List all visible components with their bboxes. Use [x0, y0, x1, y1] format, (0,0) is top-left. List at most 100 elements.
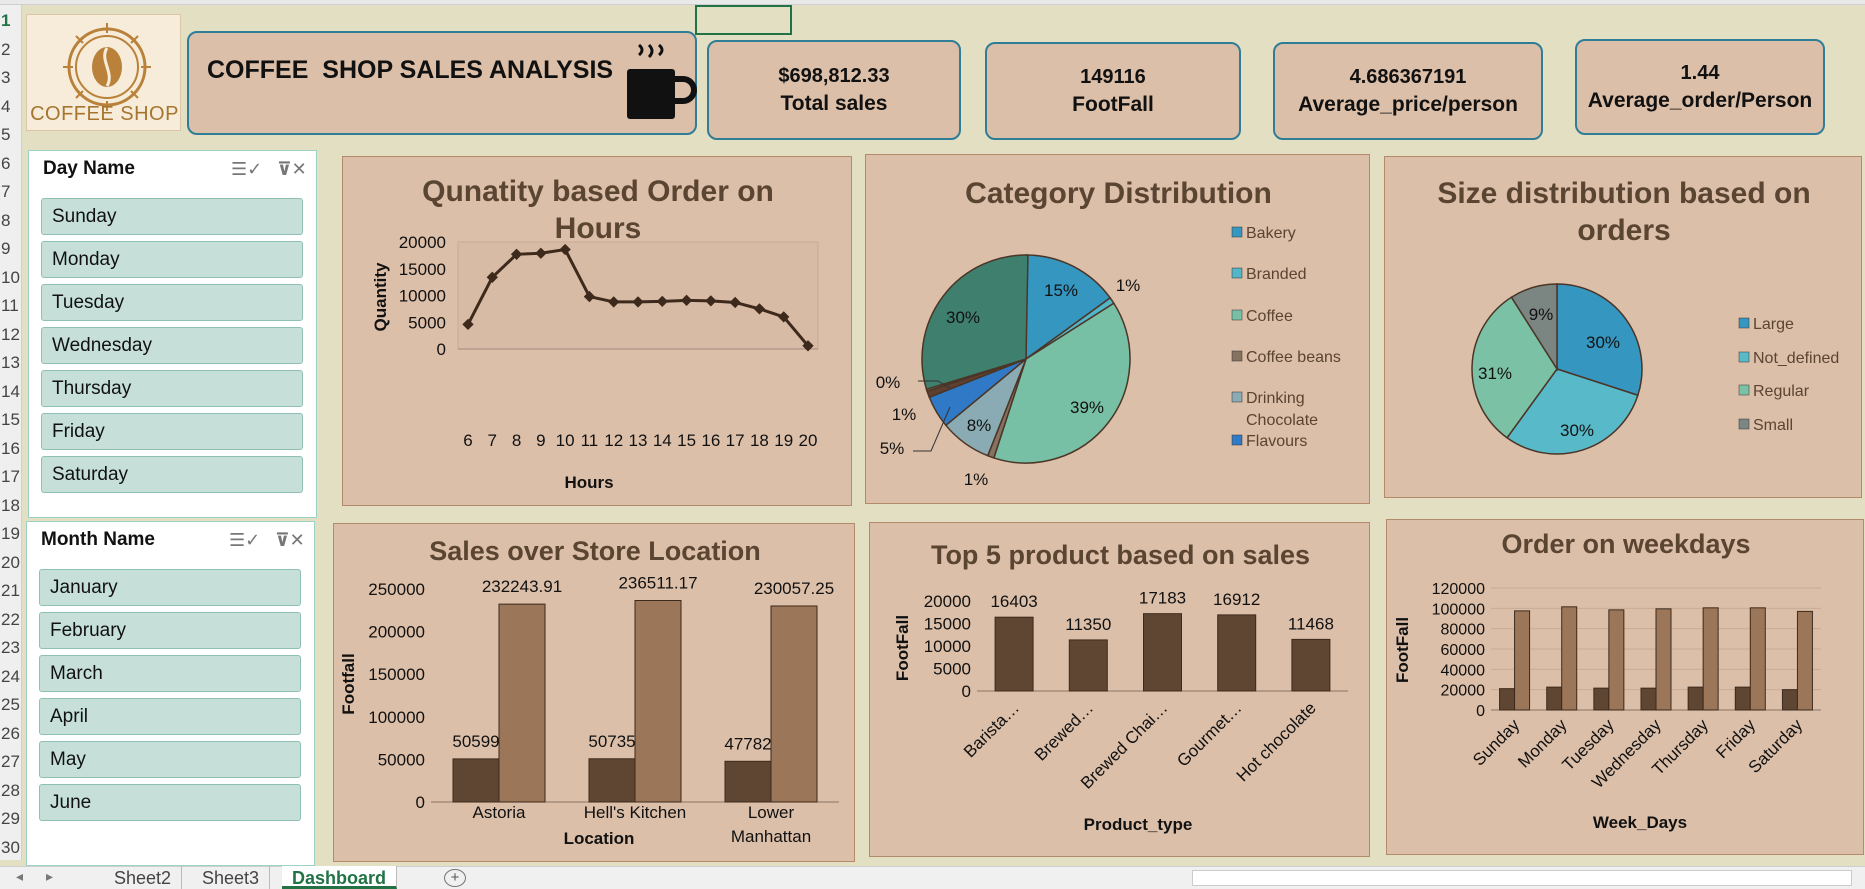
slicer-item-thursday[interactable]: Thursday [41, 370, 303, 407]
row-number[interactable]: 21 [1, 581, 20, 600]
chart-panel-hours[interactable]: Qunatity based Order on Hours 0 5000 10000… [342, 156, 852, 506]
slicer-item-february[interactable]: February [39, 612, 301, 649]
chart-panel-top-products[interactable]: Top 5 product based on sales 0 5000 10000 1… [869, 522, 1370, 857]
legend-swatch [1231, 434, 1243, 446]
slicer-item-wednesday[interactable]: Wednesday [41, 327, 303, 364]
bar [770, 605, 818, 803]
row-number[interactable]: 2 [1, 39, 11, 59]
y-tick-label: 15000 [399, 260, 446, 279]
month-name-slicer[interactable]: Month Name ☰✓ ⊽✕ January February March … [26, 521, 315, 866]
bar [1514, 610, 1531, 711]
chart-panel-location[interactable]: Sales over Store Location 0 50000 100000 15… [333, 523, 855, 862]
slicer-item-tuesday[interactable]: Tuesday [41, 284, 303, 321]
row-number[interactable]: 14 [1, 381, 20, 401]
scroll-left-icon[interactable]: ◂ [16, 868, 24, 884]
bar [1217, 614, 1257, 692]
row-number[interactable]: 22 [1, 609, 20, 629]
legend-swatch [1231, 309, 1243, 321]
pie-slice [1510, 283, 1558, 372]
tab-sheet2[interactable]: Sheet2 [104, 866, 183, 889]
kpi-label: Average_order/Person [1587, 89, 1813, 112]
chart-panel-category[interactable]: Category Distribution 15% 1% 39% 1% 8% 5% 1% 0%… [865, 154, 1370, 504]
slicer-item-may[interactable]: May [39, 741, 301, 778]
row-number[interactable]: 28 [1, 780, 20, 800]
row-number[interactable]: 5 [1, 125, 11, 144]
data-point [462, 318, 474, 331]
slicer-item-sunday[interactable]: Sunday [41, 198, 303, 235]
bar [1561, 606, 1578, 711]
pie-slice [992, 302, 1131, 464]
row-number[interactable]: 8 [1, 210, 11, 230]
logo-text: COFFEE SHOP [30, 103, 179, 125]
chart-panel-size[interactable]: Size distribution based on orders 30% 30%… [1384, 156, 1862, 498]
row-number[interactable]: 11 [1, 296, 19, 315]
row-number[interactable]: 23 [1, 638, 20, 657]
row-number[interactable]: 13 [1, 353, 20, 372]
selected-cell[interactable] [695, 5, 792, 35]
size-pie-chart: 30% 30% 31% 9% Large Not_defined Regular Small [1471, 283, 1839, 455]
column-header-strip [0, 0, 1865, 5]
row-number[interactable]: 17 [1, 467, 20, 486]
row-number[interactable]: 10 [1, 267, 20, 287]
slicer-item-march[interactable]: March [39, 655, 301, 692]
row-number[interactable]: 9 [1, 239, 11, 258]
kpi-value: $698,812.33 [778, 65, 890, 87]
slicer-item-january[interactable]: January [39, 569, 301, 606]
legend-label: Branded [1246, 266, 1307, 283]
row-number[interactable]: 3 [1, 68, 11, 87]
bar [724, 760, 772, 803]
slicer-item-friday[interactable]: Friday [41, 413, 303, 450]
multi-select-icon[interactable]: ☰✓ [231, 159, 263, 179]
row-number[interactable]: 29 [1, 809, 20, 828]
tab-sheet3[interactable]: Sheet3 [192, 866, 271, 889]
data-point [778, 311, 790, 323]
pie-slice [1505, 368, 1639, 455]
chart-title: Qunatity based Order on Hours [422, 175, 774, 245]
legend-label: Regular [1753, 383, 1810, 400]
multi-select-icon[interactable]: ☰✓ [229, 530, 261, 550]
chart-title: Sales over Store Location [429, 536, 761, 566]
row-header: 1 2 3 4 5 6 7 8 9 10 11 12 13 14 15 16 17 18 19 20 21 22 23 24 2… [0, 5, 22, 860]
row-number[interactable]: 4 [1, 96, 11, 116]
chart-panel-weekdays[interactable]: Order on weekdays 0 20000 40000 60000 80000 1… [1386, 519, 1864, 855]
x-tick-label: 8 [512, 431, 521, 450]
weekdays-bar-chart: 020000400006000080000100000120000SundayM… [1393, 581, 1821, 832]
row-number[interactable]: 7 [1, 182, 11, 201]
horizontal-scrollbar[interactable] [1192, 870, 1852, 886]
slicer-item-monday[interactable]: Monday [41, 241, 303, 278]
row-number[interactable]: 19 [1, 524, 20, 543]
legend-label: Chocolate [1246, 412, 1318, 429]
row-number[interactable]: 15 [1, 410, 20, 429]
clear-filter-icon[interactable]: ⊽✕ [277, 159, 307, 179]
day-name-slicer[interactable]: Day Name ☰✓ ⊽✕ Sunday Monday Tuesday Wed… [28, 150, 317, 518]
x-tick-label: Astoria [473, 803, 526, 822]
row-number[interactable]: 24 [1, 666, 20, 686]
slicer-item-saturday[interactable]: Saturday [41, 456, 303, 493]
row-number[interactable]: 16 [1, 438, 20, 458]
tab-dashboard[interactable]: Dashboard [282, 866, 398, 889]
location-bar-chart: 0 50000 100000 150000 200000 250000 50599 50735… [339, 573, 839, 848]
bar [1796, 610, 1813, 711]
data-point [486, 271, 498, 283]
row-number[interactable]: 6 [1, 153, 11, 173]
row-number[interactable]: 20 [1, 552, 20, 572]
data-point [559, 243, 571, 256]
y-tick-label: 80000 [1441, 622, 1486, 639]
row-number[interactable]: 18 [1, 495, 20, 515]
x-tick-label: Gourmet… [1173, 698, 1245, 770]
row-number[interactable]: 26 [1, 723, 20, 743]
slicer-item-april[interactable]: April [39, 698, 301, 735]
x-tick-label: 14 [653, 431, 672, 450]
legend-label: Not_defined [1753, 350, 1839, 367]
row-number[interactable]: 25 [1, 695, 20, 714]
scroll-right-icon[interactable]: ▸ [46, 868, 54, 884]
add-sheet-icon[interactable]: + [444, 869, 466, 887]
clear-filter-icon[interactable]: ⊽✕ [275, 530, 305, 550]
slicer-item-june[interactable]: June [39, 784, 301, 821]
row-number[interactable]: 30 [1, 837, 20, 857]
x-tick-label: 11 [581, 431, 599, 450]
y-tick-label: 20000 [924, 592, 971, 611]
row-number[interactable]: 27 [1, 752, 20, 771]
row-number[interactable]: 1 [1, 11, 11, 30]
row-number[interactable]: 12 [1, 324, 20, 344]
